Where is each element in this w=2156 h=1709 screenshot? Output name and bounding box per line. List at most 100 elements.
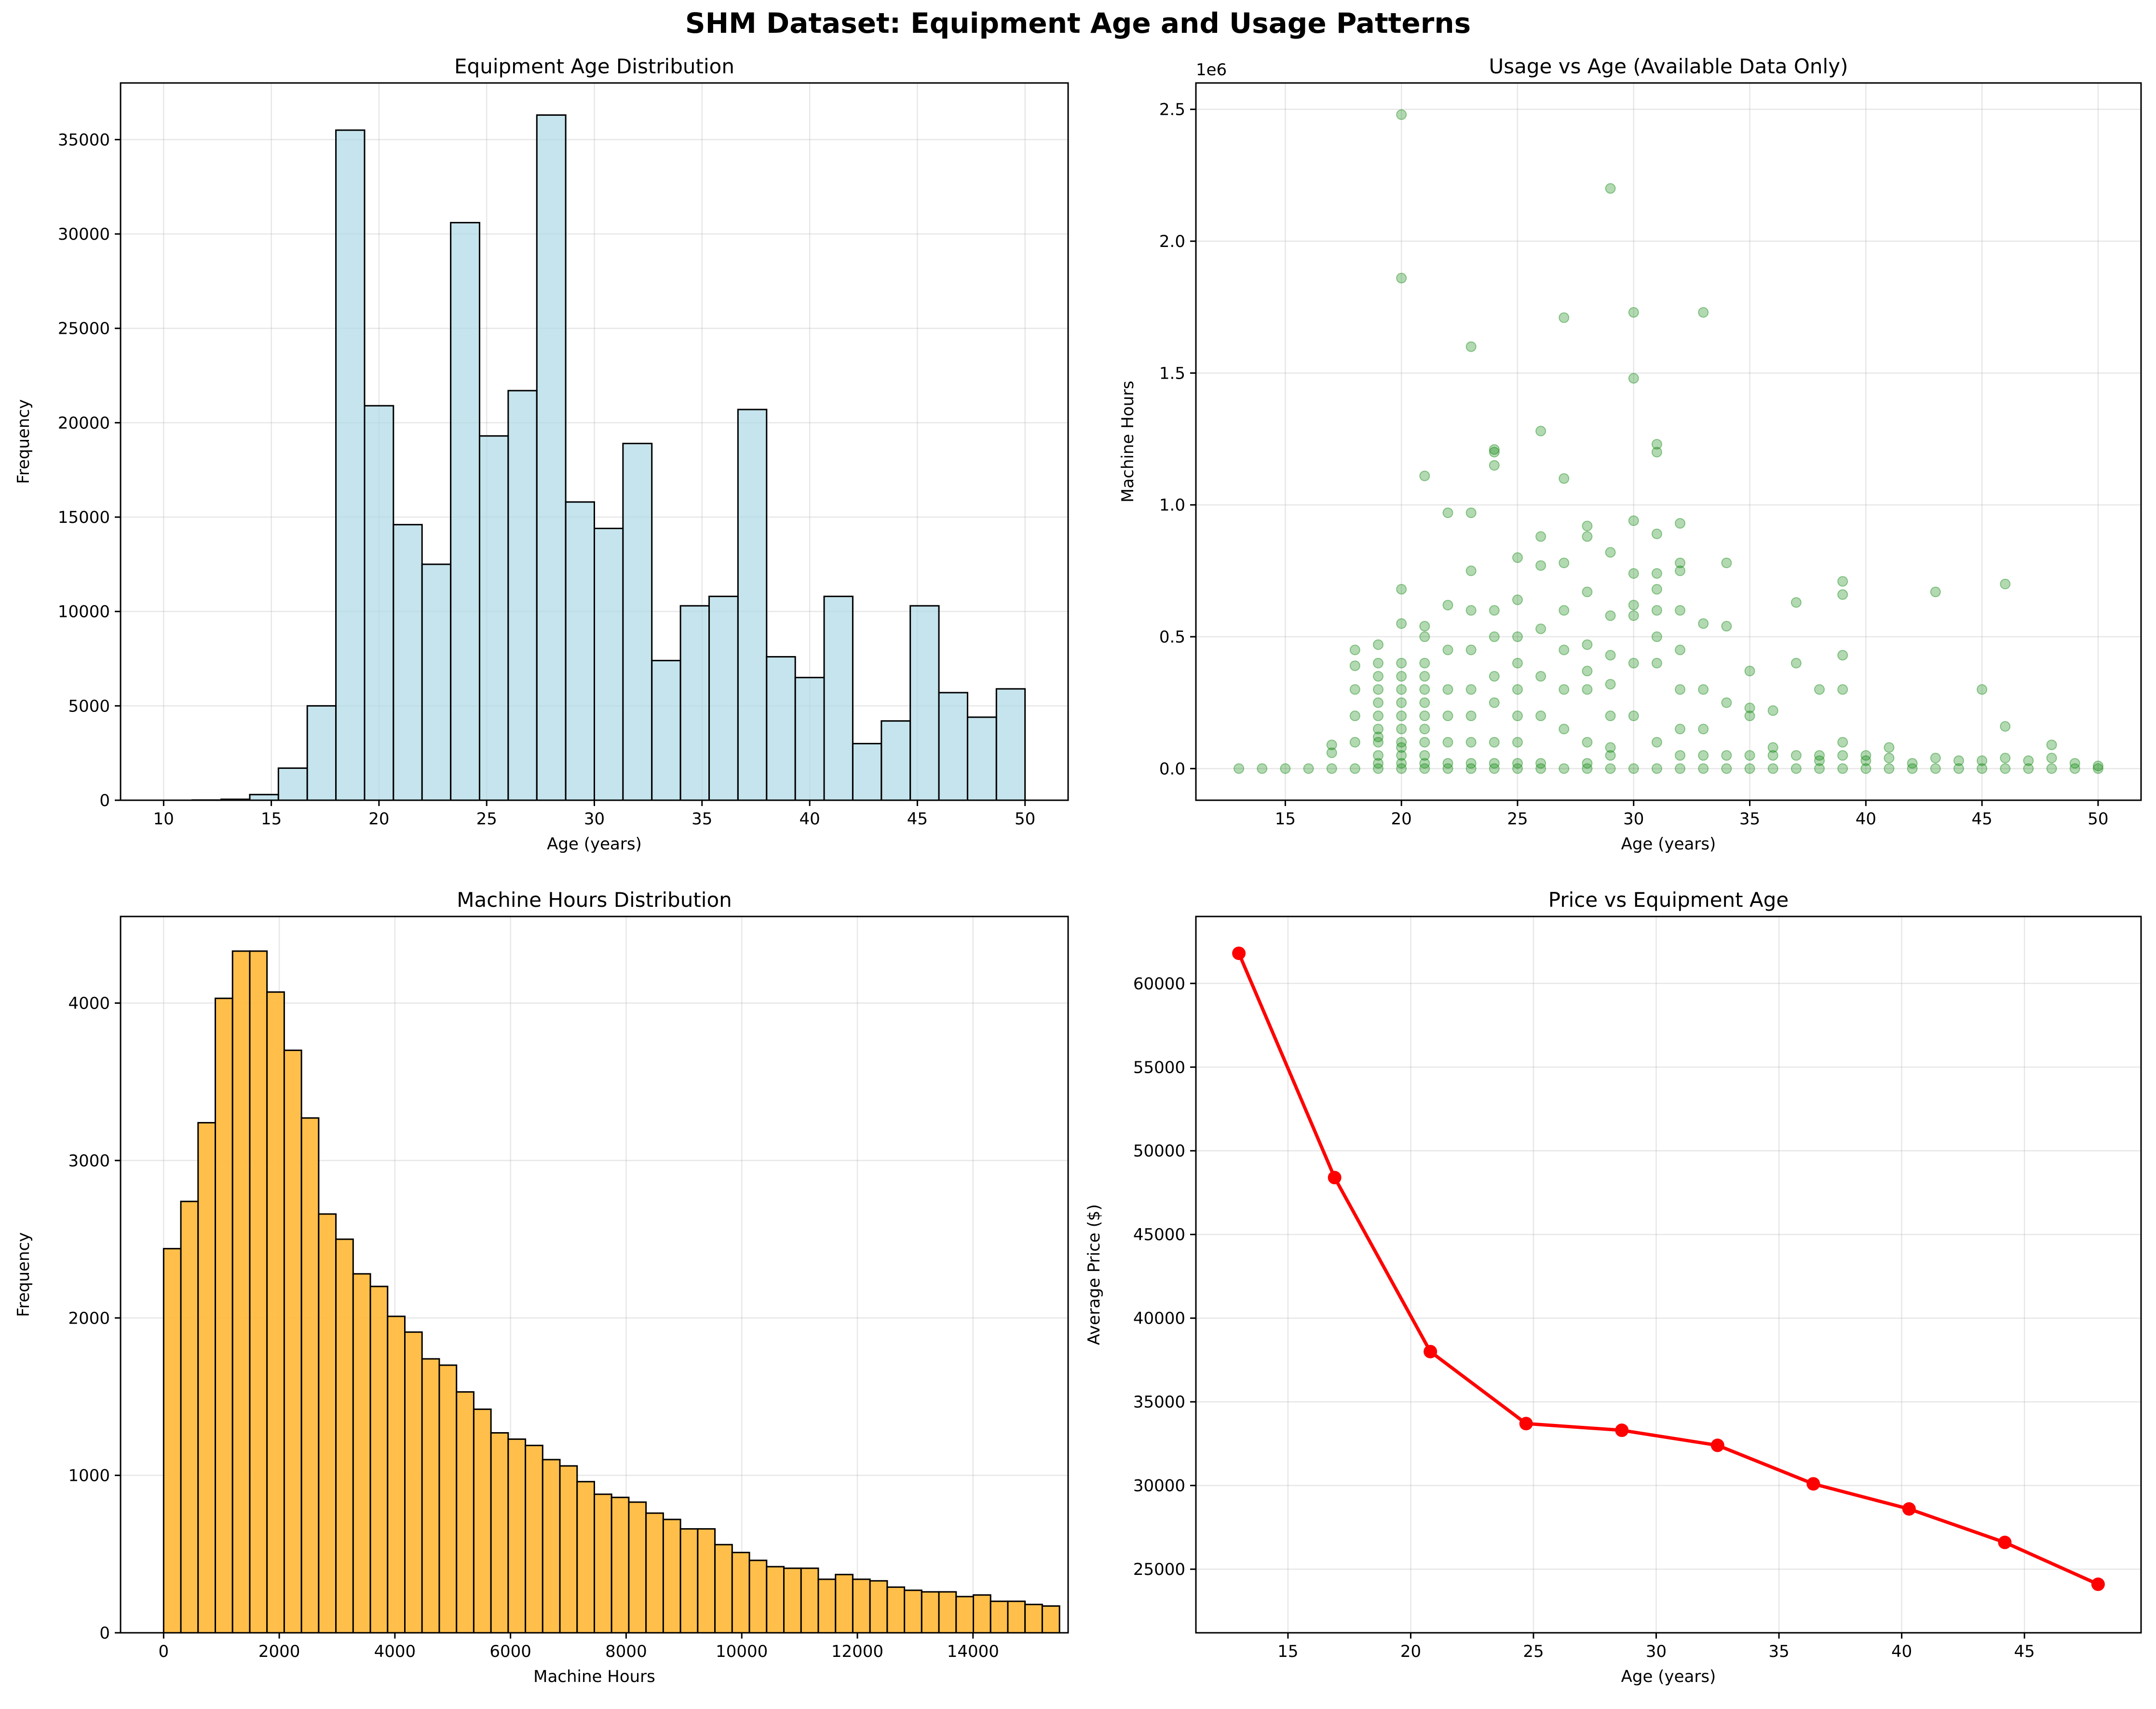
scatter-point [1790, 763, 1802, 774]
histogram-bar [973, 1594, 991, 1634]
histogram-bar [869, 1580, 888, 1634]
scatter-point [1489, 763, 1500, 774]
scatter-point [1860, 750, 1871, 761]
y-tick-label: 30000 [58, 225, 110, 244]
y-tick-label: 35000 [1133, 1393, 1185, 1412]
histogram-bar [679, 1528, 699, 1634]
scatter-point [1535, 711, 1546, 722]
histogram-bar [938, 1591, 957, 1634]
scatter-point [1837, 684, 1848, 695]
scatter-point [1373, 697, 1384, 708]
scatter-point [2000, 763, 2011, 774]
histogram-bar [306, 705, 337, 801]
scatter-point [1837, 750, 1848, 761]
histogram-bar [576, 1481, 595, 1634]
scatter-point [1396, 618, 1407, 629]
y-tick-label: 55000 [1133, 1058, 1185, 1077]
scatter-point [1512, 763, 1523, 774]
y-tick-label: 35000 [58, 130, 110, 150]
axes-frame [1195, 82, 2142, 801]
scatter-point [1303, 763, 1314, 774]
x-tick-label: 0 [158, 1642, 169, 1661]
scatter-point [1512, 657, 1523, 669]
scatter-point [1465, 565, 1477, 576]
scatter-point [1721, 621, 1732, 632]
histogram-bar [335, 1238, 354, 1634]
histogram-bar [163, 1248, 182, 1634]
histogram-bar [714, 1544, 733, 1634]
y-tick-label: 0.5 [1159, 628, 1185, 647]
scatter-point [2069, 758, 2080, 769]
x-tick-label: 30 [584, 809, 605, 829]
scatter-point [1419, 758, 1430, 769]
x-tick-label: 40 [1891, 1642, 1912, 1661]
scatter-point [2092, 760, 2103, 771]
histogram-bar [180, 1201, 199, 1634]
scatter-point [1489, 697, 1500, 708]
scatter-point [1675, 750, 1686, 761]
series-marker [1806, 1477, 1820, 1491]
scatter-point [1628, 373, 1639, 384]
histogram-bar [450, 222, 480, 801]
scatter-point [1512, 737, 1523, 748]
histogram-bar [300, 1117, 320, 1634]
scatter-point [1675, 763, 1686, 774]
scatter-point [1559, 473, 1570, 484]
y-tick-label: 45000 [1133, 1225, 1185, 1244]
histogram-bar [610, 1496, 630, 1634]
series-marker [1519, 1417, 1533, 1431]
scatter-point [1582, 587, 1593, 598]
y-tick-label: 4000 [68, 994, 110, 1013]
histogram-bar [800, 1567, 819, 1634]
hours_hist-panel [115, 916, 1069, 1639]
histogram-bar [886, 1586, 906, 1634]
scatter-point [1396, 742, 1407, 753]
scatter-point [1628, 515, 1639, 526]
age_hist-panel [115, 82, 1069, 806]
scatter-point [1675, 684, 1686, 695]
scatter-point [1396, 750, 1407, 761]
scatter-point [1721, 750, 1732, 761]
scatter-point [1373, 639, 1384, 650]
scatter-point [1651, 605, 1662, 616]
scatter-point [1814, 763, 1825, 774]
scatter-point [2046, 739, 2057, 751]
scatter-point [1465, 763, 1477, 774]
scatter-point [1419, 657, 1430, 669]
scatter-point [1535, 560, 1546, 571]
scatter-point [1349, 711, 1360, 722]
y-offset-label: 1e6 [1196, 60, 1227, 80]
scatter-point [1651, 737, 1662, 748]
scatter-point [1837, 589, 1848, 600]
scatter-point [1814, 684, 1825, 695]
y-tick-label: 25000 [58, 319, 110, 339]
scatter-point [1675, 644, 1686, 656]
scatter-point [1396, 724, 1407, 735]
scatter-point [1884, 763, 1895, 774]
histogram-bar [594, 528, 624, 801]
histogram-bar [708, 595, 739, 801]
scatter-point [1373, 711, 1384, 722]
histogram-bar [662, 1518, 681, 1634]
histogram-bar [794, 677, 825, 801]
scatter-point [1675, 724, 1686, 735]
histogram-bar [421, 1358, 440, 1634]
scatter-point [1442, 711, 1453, 722]
scatter-point [1373, 684, 1384, 695]
histogram-bar [622, 442, 653, 801]
scatter-point [1790, 657, 1802, 669]
scatter-point [1744, 666, 1755, 677]
scatter-point [1535, 623, 1546, 634]
x-tick-label: 20 [368, 809, 389, 829]
scatter-point [1837, 737, 1848, 748]
scatter-point [2046, 763, 2057, 774]
scatter-point [1535, 425, 1546, 437]
histogram-bar [748, 1559, 768, 1634]
scatter-point [1326, 739, 1337, 751]
x-tick-label: 35 [1739, 809, 1760, 829]
histogram-bar [731, 1552, 750, 1634]
scatter-point [1930, 587, 1941, 598]
histogram-bar [197, 1122, 217, 1634]
scatter-point [1907, 763, 1918, 774]
